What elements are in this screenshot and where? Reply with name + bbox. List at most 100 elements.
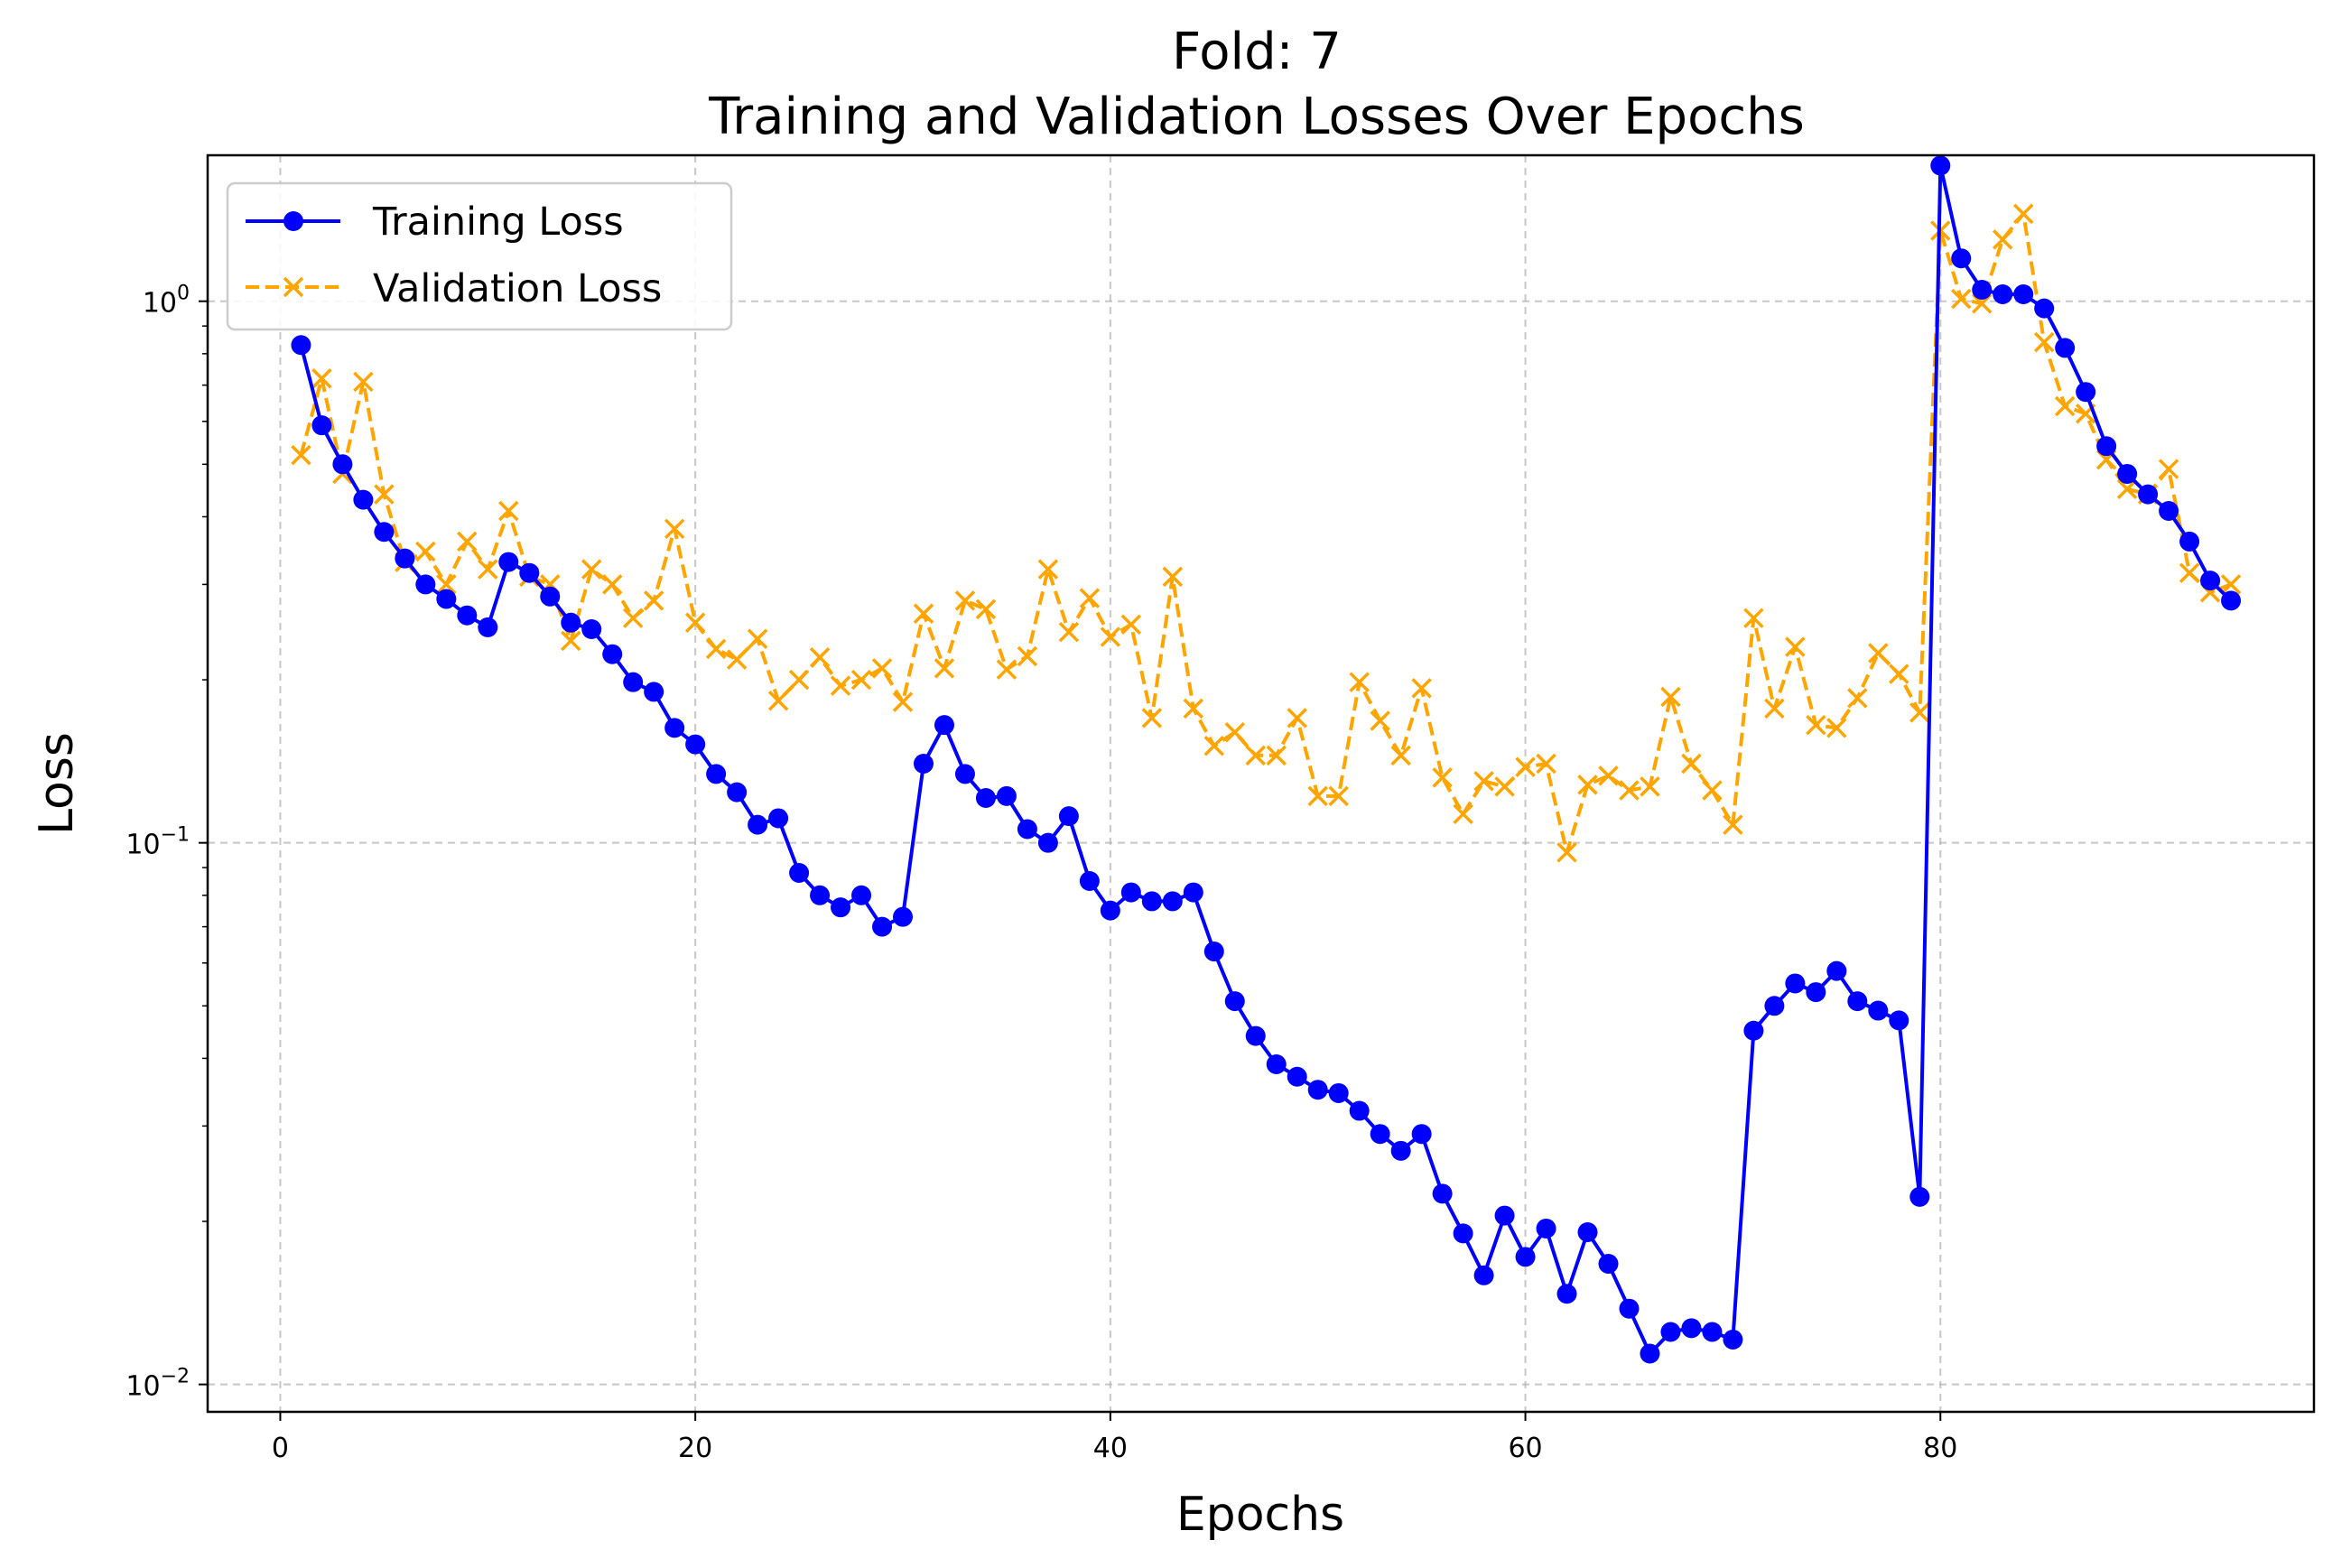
validation-loss-point	[353, 371, 374, 393]
training-loss-point	[1203, 942, 1224, 962]
training-loss-point	[1390, 1140, 1411, 1161]
validation-loss-point	[1640, 776, 1660, 797]
x-tick-label: 40	[1093, 1433, 1128, 1464]
validation-loss-point	[1162, 566, 1184, 588]
training-loss-point	[727, 782, 748, 803]
legend-entry-training-label: Training Loss	[372, 199, 624, 245]
validation-loss-point	[1764, 698, 1785, 719]
validation-loss-point	[684, 612, 706, 633]
training-loss-point	[1764, 996, 1785, 1016]
training-loss-point	[1266, 1054, 1287, 1075]
validation-loss-point	[1183, 698, 1204, 719]
validation-loss-point	[291, 444, 311, 466]
training-loss-point	[2179, 531, 2200, 552]
validation-loss-point	[1390, 745, 1411, 766]
training-loss-point	[706, 764, 727, 784]
training-loss-point	[768, 808, 789, 829]
training-loss-point	[2117, 463, 2138, 484]
training-loss-point	[1598, 1254, 1619, 1275]
training-loss-point	[1079, 871, 1100, 892]
x-tick-label: 60	[1508, 1433, 1542, 1464]
validation-loss-point	[457, 531, 478, 552]
training-loss-point	[1806, 982, 1826, 1003]
training-loss-point	[291, 335, 311, 356]
validation-loss-point	[1743, 608, 1764, 628]
training-loss-point	[872, 916, 893, 937]
training-loss-point	[353, 489, 374, 510]
validation-loss-point	[1785, 636, 1806, 657]
training-loss-point	[1951, 248, 1972, 269]
training-loss-point	[374, 522, 395, 543]
validation-loss-point	[2116, 478, 2138, 499]
legend-validation-swatch-marker	[283, 276, 304, 298]
training-loss-point	[1328, 1082, 1349, 1103]
training-loss-point	[1494, 1205, 1515, 1226]
legend-training-swatch-marker	[283, 211, 303, 231]
validation-loss-point	[1577, 775, 1598, 795]
training-loss-point	[1577, 1222, 1598, 1243]
validation-loss-point	[1266, 745, 1287, 766]
validation-loss-point	[1120, 614, 1142, 636]
validation-loss-point	[1515, 756, 1536, 777]
validation-loss-point	[1411, 678, 1432, 699]
training-loss-point	[1037, 832, 1058, 853]
training-loss-point	[1909, 1186, 1930, 1207]
training-loss-point	[519, 562, 540, 583]
training-loss-point	[954, 764, 975, 784]
validation-loss-point	[726, 649, 748, 670]
validation-loss-point	[913, 603, 934, 624]
training-loss-point	[2221, 590, 2242, 611]
training-loss-point	[1162, 891, 1183, 912]
training-loss-point	[1120, 882, 1141, 903]
validation-loss-point	[498, 500, 519, 522]
training-loss-point	[2013, 283, 2034, 304]
validation-loss-point	[1619, 780, 1640, 801]
grid-lines	[208, 155, 2314, 1412]
chart-title-line2: Training and Validation Losses Over Epoc…	[708, 88, 1805, 146]
training-loss-point	[748, 814, 768, 835]
training-loss-point	[2034, 298, 2055, 319]
y-tick-label: 10−1	[125, 824, 190, 861]
x-axis-label: Epochs	[1176, 1488, 1344, 1542]
training-loss-point	[395, 548, 415, 569]
validation-loss-point	[2054, 395, 2076, 417]
legend-swatches	[246, 211, 340, 298]
training-loss-point	[851, 885, 872, 905]
training-loss-point	[789, 862, 810, 883]
training-loss-point	[664, 718, 685, 738]
validation-loss-point	[2033, 331, 2055, 353]
training-loss-point	[1307, 1080, 1328, 1100]
training-loss-point	[644, 682, 664, 702]
training-loss-point	[1411, 1124, 1432, 1145]
training-loss-point	[1723, 1329, 1743, 1350]
validation-loss-point	[788, 669, 810, 691]
validation-loss-point	[1224, 721, 1246, 743]
training-loss-point	[1785, 973, 1806, 994]
validation-loss-point	[1037, 559, 1059, 580]
training-loss-point	[685, 734, 706, 755]
training-loss-point	[1993, 283, 2013, 304]
training-loss-point	[1370, 1124, 1390, 1145]
validation-loss-line	[299, 211, 2232, 855]
validation-loss-point	[601, 574, 623, 595]
training-loss-point	[893, 906, 914, 927]
y-tick-label: 100	[143, 283, 190, 320]
legend-entry-validation-label: Validation Loss	[373, 266, 662, 311]
training-loss-point	[1640, 1343, 1660, 1364]
validation-loss-point	[954, 590, 976, 611]
validation-loss-point	[1598, 765, 1619, 786]
validation-loss-point	[1453, 803, 1473, 825]
training-loss-point	[436, 589, 457, 609]
training-loss-point	[975, 787, 996, 808]
training-loss-point	[1141, 891, 1162, 912]
training-loss-point	[2200, 571, 2221, 591]
training-loss-point	[810, 885, 831, 905]
training-loss-point	[457, 605, 478, 626]
validation-loss-point	[561, 630, 581, 652]
training-loss-point	[1515, 1247, 1536, 1267]
validation-loss-point	[1909, 702, 1930, 723]
validation-loss-point	[1494, 776, 1515, 797]
validation-loss-point	[996, 659, 1017, 680]
training-loss-point	[602, 644, 623, 664]
y-tick-label: 10−2	[125, 1366, 190, 1403]
